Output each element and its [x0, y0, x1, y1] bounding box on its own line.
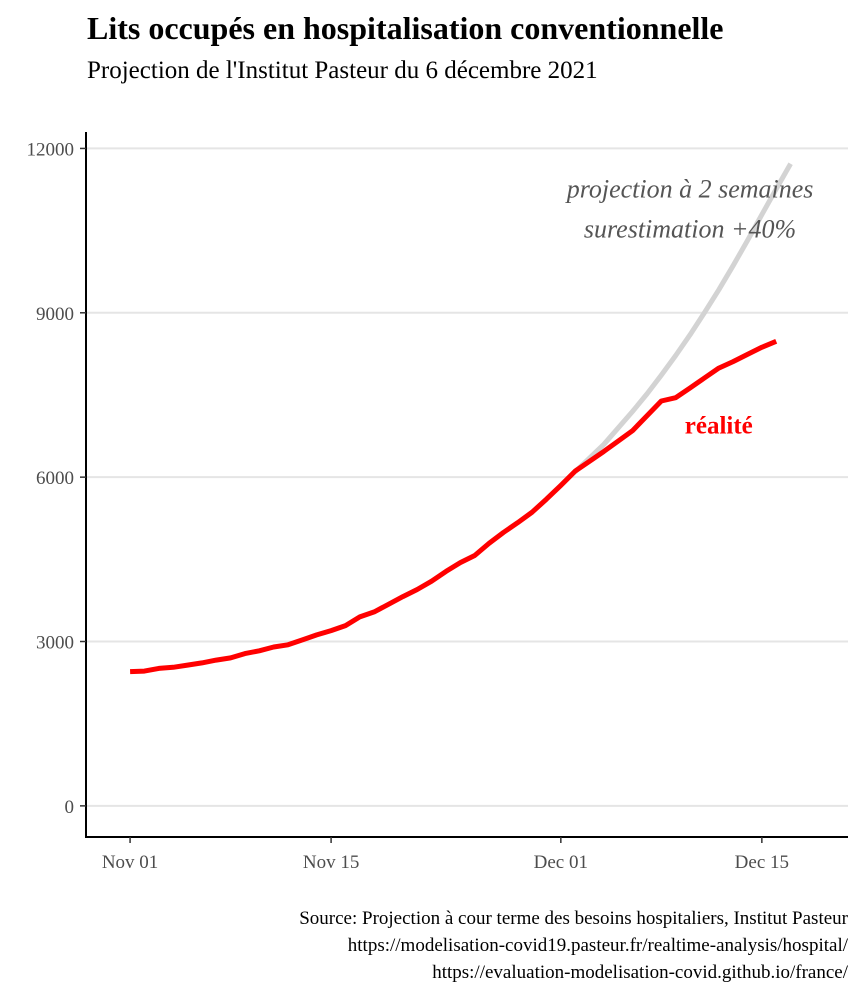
- axes: [85, 132, 848, 838]
- x-tick-label: Nov 01: [102, 852, 158, 873]
- chart-subtitle: Projection de l'Institut Pasteur du 6 dé…: [87, 57, 598, 84]
- y-tick-label: 6000: [36, 468, 74, 489]
- grid: [87, 147, 848, 807]
- series-line-reality: [130, 338, 778, 675]
- annotation-projection-line: surestimation +40%: [584, 215, 796, 244]
- y-tick-label: 12000: [27, 139, 75, 160]
- source-caption: Source: Projection à cour terme des beso…: [299, 905, 848, 986]
- caption-line-url-evaluation: https://evaluation-modelisation-covid.gi…: [432, 962, 848, 983]
- x-tick-label: Dec 01: [534, 852, 588, 873]
- chart-title: Lits occupés en hospitalisation conventi…: [87, 10, 724, 46]
- series-line-projection: [573, 162, 793, 474]
- y-tick-label: 9000: [36, 304, 74, 325]
- ticks: 0 3000 6000 9000 12000 Nov 01 Nov 15 Dec 01 Dec …: [27, 139, 790, 873]
- y-tick-label: 3000: [36, 633, 74, 654]
- annotations: projection à 2 semaines surestimation +40…: [565, 175, 814, 440]
- x-tick-label: Dec 15: [735, 852, 789, 873]
- annotation-reality-label: réalité: [685, 412, 753, 439]
- caption-line-url-pasteur: https://modelisation-covid19.pasteur.fr/…: [347, 935, 848, 956]
- series-layer: [130, 162, 793, 675]
- annotation-projection-line: projection à 2 semaines: [565, 175, 814, 204]
- caption-line-source: Source: Projection à cour terme des beso…: [299, 908, 848, 929]
- x-tick-label: Nov 15: [303, 852, 359, 873]
- y-tick-label: 0: [65, 797, 75, 818]
